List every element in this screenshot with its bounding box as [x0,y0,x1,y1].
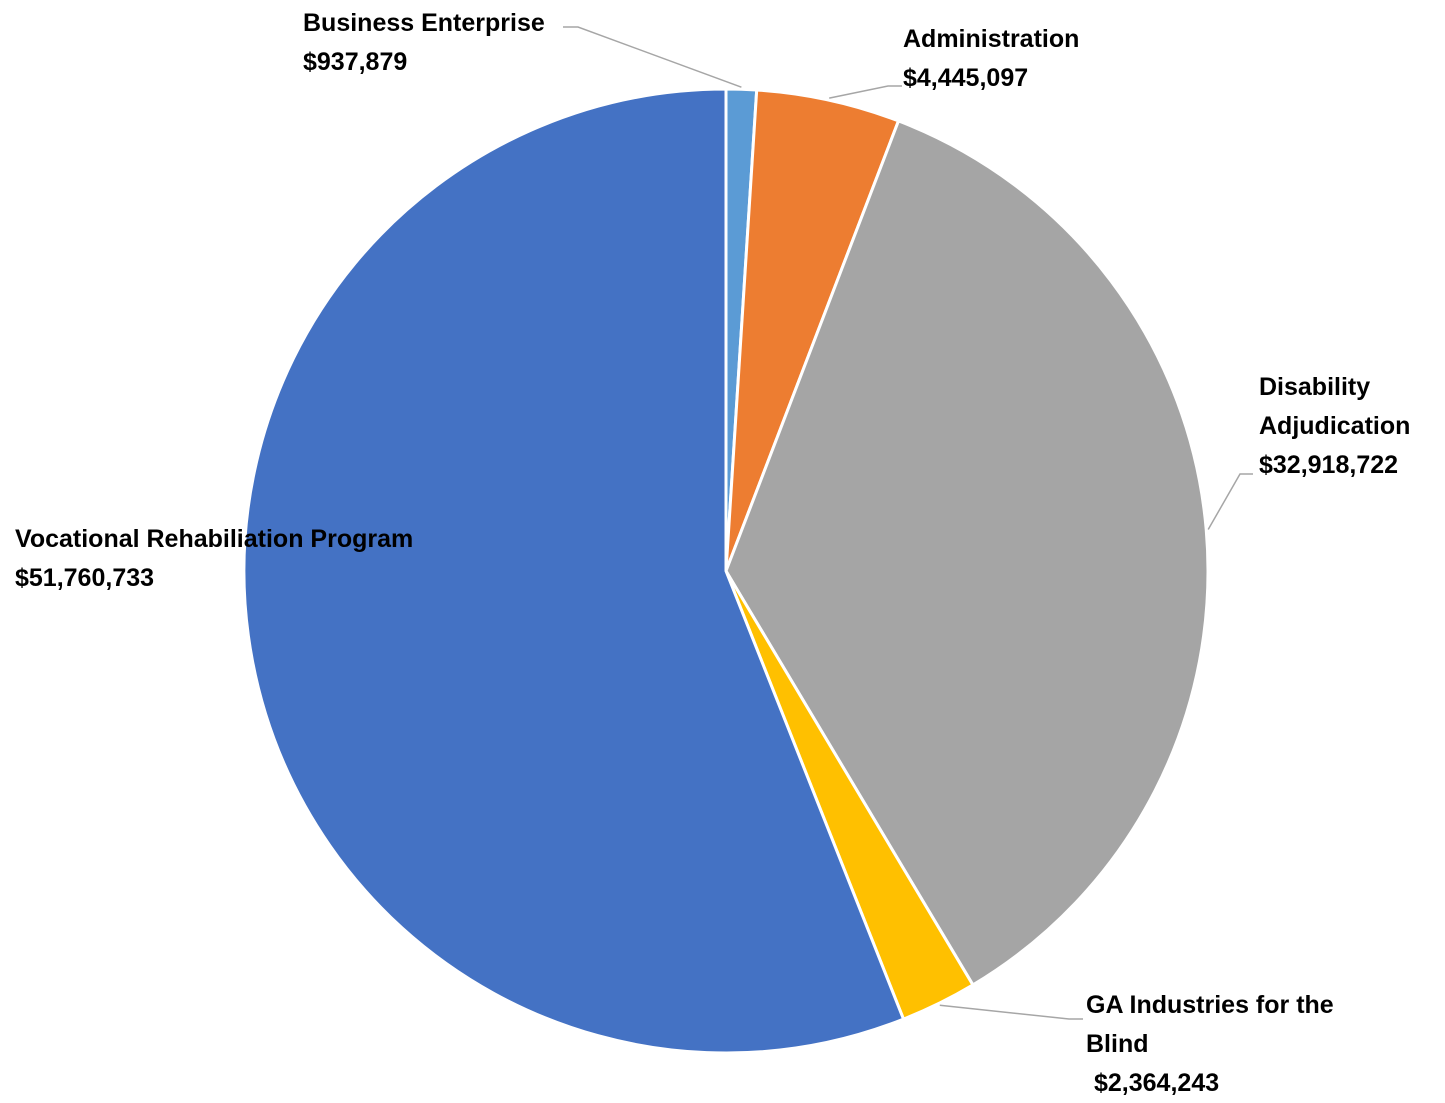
label-ga-industries: GA Industries for the Blind $2,364,243 [1086,986,1334,1103]
label-disability-adjudication-line2: Adjudication [1259,412,1411,440]
pie-slice-vocational-rehabilitation [242,87,905,1055]
label-ga-industries-line1: GA Industries for the [1086,991,1334,1019]
slices-layer [242,87,1210,1055]
label-business-enterprise: Business Enterprise $937,879 [303,4,545,82]
leader-line-business-enterprise [563,26,742,88]
label-ga-industries-value: $2,364,243 [1094,1069,1220,1097]
label-disability-adjudication: Disability Adjudication $32,918,722 [1259,368,1410,485]
label-disability-adjudication-value: $32,918,722 [1259,451,1399,479]
leader-lines-layer [563,26,1253,1020]
leader-line-disability-adjudication [1207,473,1253,530]
label-administration-value: $4,445,097 [903,64,1029,92]
label-vocational-rehabilitation-value: $51,760,733 [15,564,155,592]
leader-line-administration [829,85,902,99]
label-business-enterprise-name: Business Enterprise [303,9,545,37]
label-vocational-rehabilitation: Vocational Rehabiliation Program $51,760… [15,520,413,598]
label-administration: Administration $4,445,097 [903,20,1079,98]
leader-line-ga-industries [939,1004,1083,1020]
pie-slice-disability-adjudication [724,119,1210,987]
label-disability-adjudication-line1: Disability [1259,373,1371,401]
label-administration-name: Administration [903,25,1080,53]
label-ga-industries-line2: Blind [1086,1030,1149,1058]
label-business-enterprise-value: $937,879 [303,48,408,76]
label-vocational-rehabilitation-name: Vocational Rehabiliation Program [15,525,414,553]
